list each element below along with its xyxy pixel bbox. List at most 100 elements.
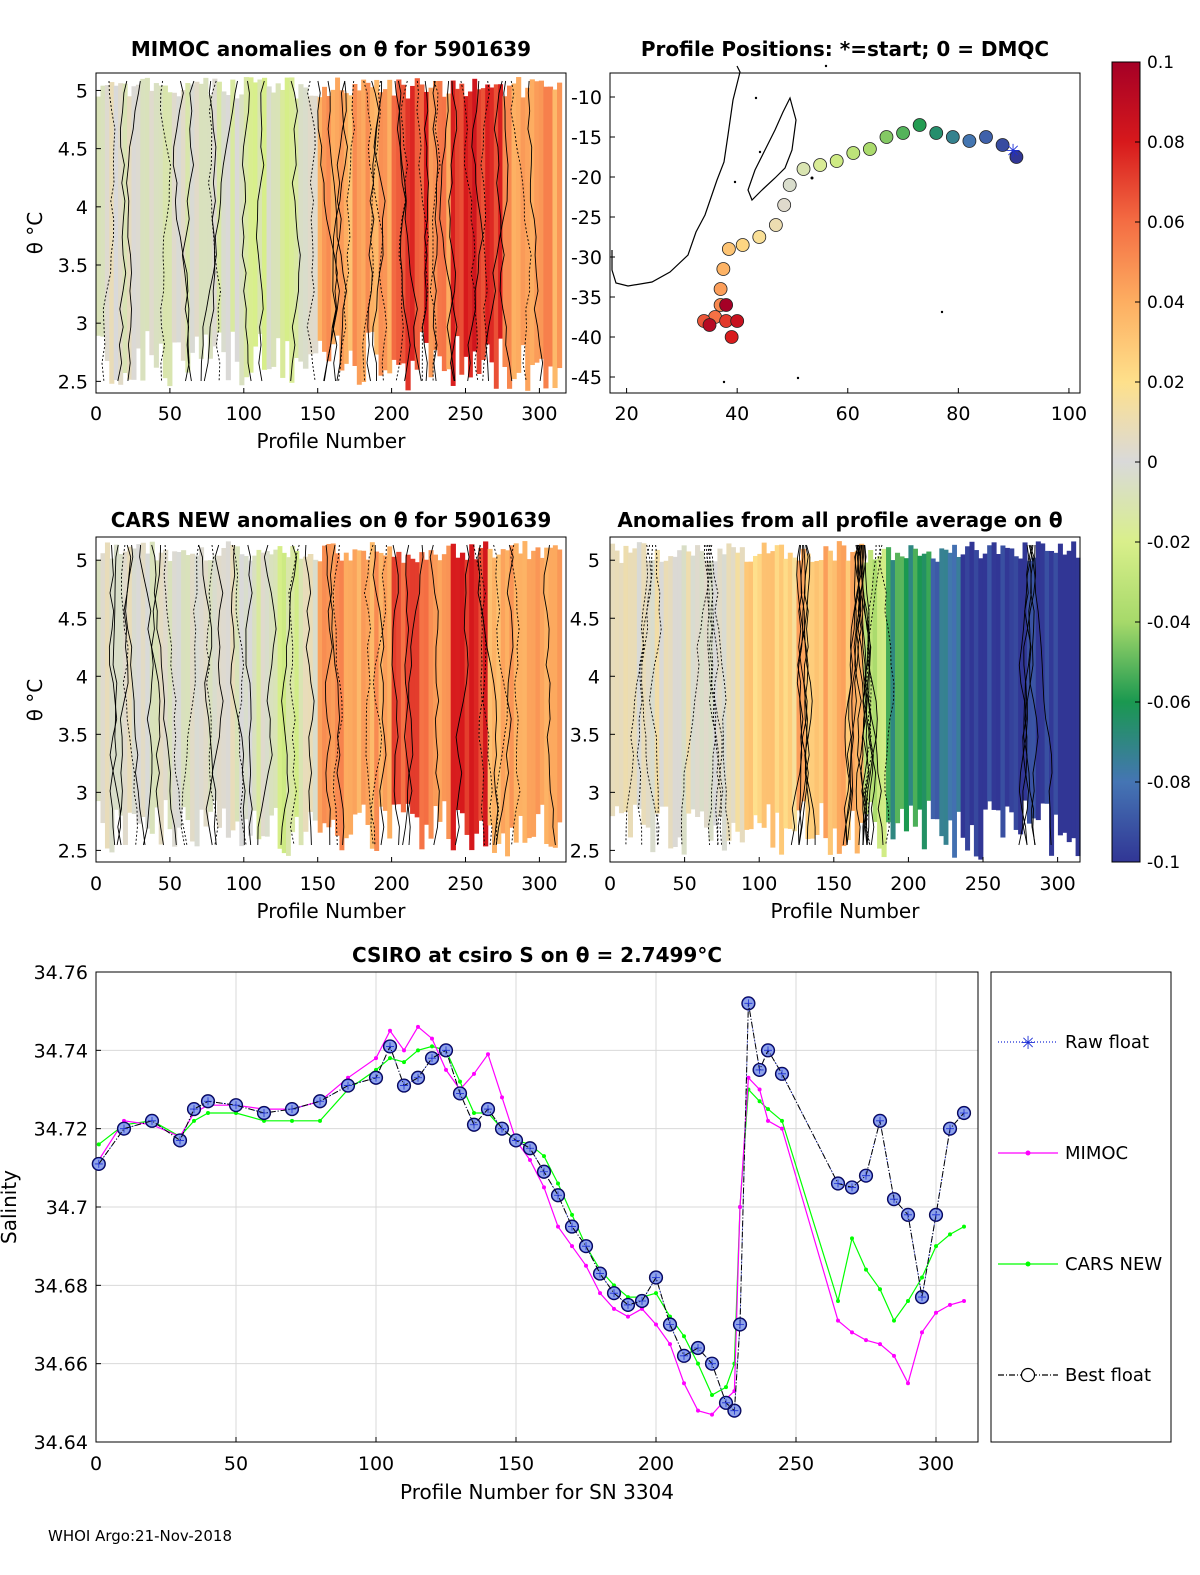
- best-float-point: [424, 1051, 440, 1066]
- x-tick-label: 20: [614, 403, 638, 425]
- heatmap-cell: [455, 88, 460, 337]
- heatmap-cell: [539, 557, 545, 805]
- best-float-cross: [540, 1167, 548, 1176]
- heatmap-cell: [298, 558, 304, 846]
- panel-positions-yticks: -10 -15 -20 -25 -30 -35 -40 -45: [571, 87, 615, 389]
- best-float-point: [410, 1070, 426, 1085]
- contour-line: [790, 544, 804, 846]
- heatmap-cell: [965, 546, 971, 851]
- contour-line: [206, 544, 219, 846]
- best-float-cross: [442, 1046, 450, 1055]
- colorbar-ticks: 0.1 0.08 0.06 0.04 0.02 0 -0.02 -0.04 -0.06 -0.08…: [1135, 53, 1191, 873]
- heatmap-cell: [104, 542, 111, 849]
- best-float-circle: [410, 1070, 426, 1085]
- heatmap-cell: [149, 90, 155, 356]
- heatmap-cell: [473, 559, 480, 834]
- best-float-cross: [755, 1065, 764, 1074]
- best-float-cross: [148, 1116, 156, 1125]
- heatmap-cell: [419, 552, 425, 850]
- series-point: [654, 1291, 658, 1296]
- series-point: [780, 1118, 784, 1123]
- heatmap-cell: [544, 547, 550, 845]
- best-float-point: [844, 1180, 860, 1195]
- heatmap-cell: [343, 93, 349, 364]
- heatmap-cell: [534, 81, 540, 363]
- contour-line: [362, 80, 375, 382]
- contour-line: [855, 544, 867, 846]
- colorbar-tick-label: -0.1: [1147, 853, 1180, 873]
- contour-line: [200, 80, 238, 382]
- heatmap-cell: [361, 550, 367, 805]
- best-float-circle: [340, 1078, 356, 1093]
- contour-line: [467, 80, 484, 382]
- contour-line: [863, 544, 878, 846]
- heatmap-cell: [744, 561, 750, 830]
- best-float-circle: [186, 1101, 202, 1117]
- colorbar-tick-label: -0.04: [1147, 613, 1191, 633]
- heatmap-cell: [1013, 556, 1019, 830]
- best-float-point: [284, 1101, 300, 1117]
- heatmap-cell: [275, 83, 281, 339]
- profile-position-point: [929, 126, 944, 140]
- panel-salinity-grid: [95, 971, 978, 1443]
- y-tick-label: 2.5: [58, 371, 88, 393]
- heatmap-cell: [113, 85, 119, 381]
- series-point: [500, 1095, 504, 1100]
- best-float-cross: [638, 1297, 646, 1305]
- contour-line: [460, 80, 479, 382]
- series-point: [864, 1267, 868, 1272]
- contour-line: [151, 544, 177, 846]
- contour-line: [863, 544, 877, 846]
- heatmap-cell: [730, 547, 736, 823]
- series-point: [780, 1126, 784, 1131]
- colorbar-tick-label: -0.02: [1147, 533, 1191, 553]
- heatmap-cell: [917, 555, 923, 810]
- best-float-circle: [606, 1286, 622, 1301]
- series-point: [458, 1079, 462, 1084]
- x-tick-label: 60: [836, 403, 860, 425]
- best-float-cross: [94, 1159, 103, 1168]
- series-point: [766, 1107, 770, 1112]
- heatmap-cell: [190, 553, 196, 842]
- best-float-circle: [508, 1133, 524, 1148]
- best-float-circle: [648, 1270, 664, 1285]
- profile-position-point: [713, 282, 728, 296]
- best-float-cross: [470, 1120, 478, 1129]
- heatmap-cell: [335, 553, 341, 836]
- contour-line: [338, 80, 355, 382]
- best-float-cross: [708, 1359, 716, 1368]
- series-point: [766, 1118, 770, 1123]
- heatmap-cell: [814, 560, 820, 835]
- heatmap-cell: [939, 548, 945, 837]
- heatmap-cell: [322, 545, 327, 824]
- x-tick-label: 300: [521, 873, 557, 895]
- heatmap-cell: [225, 95, 231, 381]
- best-float-cross: [730, 1406, 739, 1415]
- heatmap-cell: [450, 543, 456, 851]
- best-float-point: [872, 1113, 888, 1128]
- heatmap-cell: [1000, 545, 1006, 838]
- heatmap-cell: [414, 78, 420, 370]
- best-float-point: [956, 1105, 972, 1121]
- profile-position-point: [846, 146, 861, 160]
- heatmap-cell: [991, 542, 997, 810]
- panel-cars-title: CARS NEW anomalies on θ for 5901639: [111, 508, 552, 532]
- heatmap-cell: [467, 91, 473, 378]
- legend-marker-dot: [1025, 1150, 1031, 1156]
- x-tick-label: 100: [226, 873, 262, 895]
- heatmap-cell: [1044, 550, 1050, 804]
- panel-profile-positions: Profile Positions: *=start; 0 = DMQC ✳ 2…: [571, 37, 1087, 425]
- heatmap-cell: [198, 83, 204, 359]
- heatmap-cell: [557, 82, 563, 369]
- best-float-point: [648, 1270, 664, 1285]
- contour-line: [510, 80, 532, 382]
- coastline-africa: [611, 65, 741, 287]
- y-tick-label: 4.5: [58, 608, 88, 630]
- contour-line: [857, 544, 868, 846]
- panel-average-xlabel: Profile Number: [771, 899, 921, 923]
- contour-line: [101, 80, 116, 382]
- heatmap-cell: [522, 541, 528, 843]
- best-float-cross: [744, 999, 753, 1008]
- best-float-circle: [914, 1289, 930, 1305]
- x-tick-label: 150: [498, 1453, 534, 1475]
